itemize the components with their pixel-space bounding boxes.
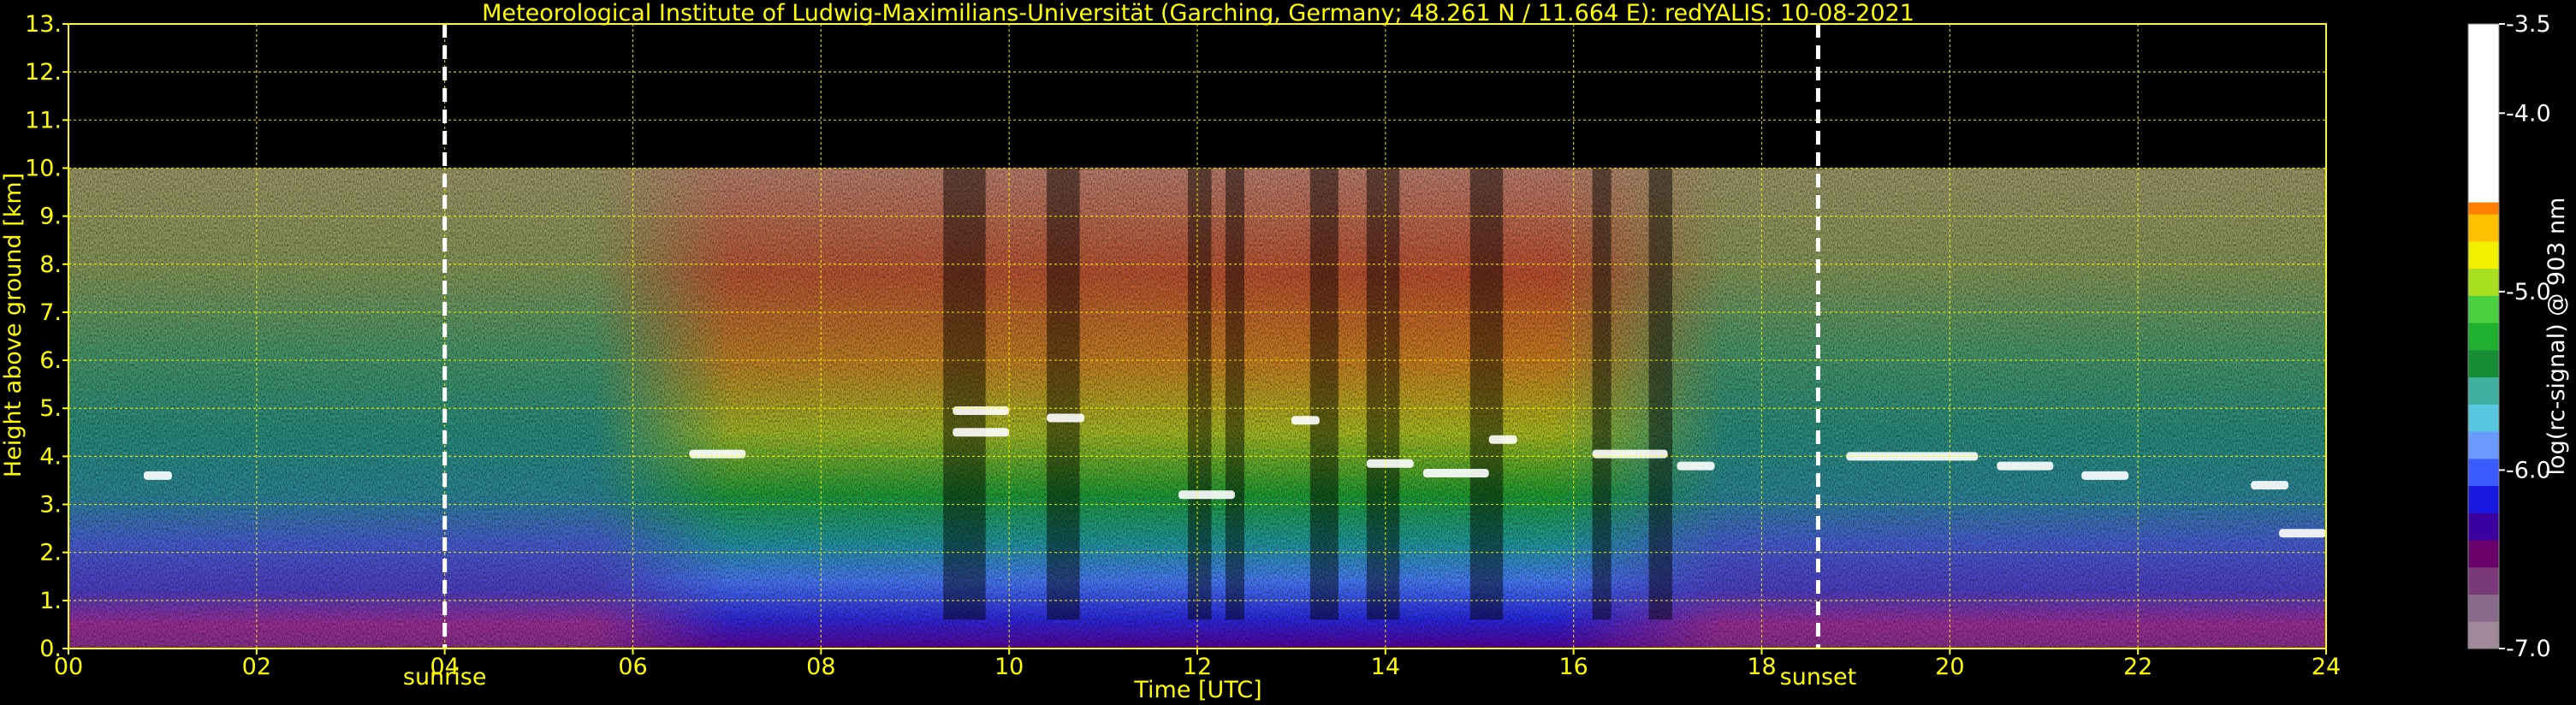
x-tick-label: 12 (1183, 654, 1212, 680)
y-tick-label: 7. (39, 299, 62, 326)
cloud-layer (1366, 459, 1414, 468)
cloud-layer (143, 471, 172, 480)
cloud-layer (1488, 435, 1517, 444)
x-tick-label: 22 (2123, 654, 2152, 680)
cloud-layer (953, 406, 1010, 416)
colorbar-swatch (2468, 512, 2499, 541)
x-tick-label: 02 (242, 654, 271, 680)
y-axis-ticks: 0. 1. 2. 3. 4. 5. 6. 7. 8. 9. 10. 11. 12. 13. (25, 11, 68, 662)
colorbar: -3.5 -4.0 -5.0 -6.0 -7.0 log(rc-signal) @ 90… (2467, 11, 2570, 662)
colorbar-swatch (2468, 621, 2499, 649)
y-tick-label: 6. (39, 347, 62, 374)
sunrise-label: sunrise (403, 664, 487, 690)
y-tick-label: 0. (39, 636, 62, 662)
x-tick-label: 18 (1747, 654, 1776, 680)
sun-markers: sunrise sunset (403, 24, 1856, 690)
colorbar-swatch (2468, 323, 2499, 351)
x-tick-label: 16 (1558, 654, 1588, 680)
y-tick-label: 4. (39, 443, 62, 470)
colorbar-tick-label: -3.5 (2506, 11, 2551, 38)
y-tick-label: 13. (25, 11, 62, 38)
x-tick-label: 00 (54, 654, 83, 680)
colorbar-tick-label: -5.0 (2506, 279, 2551, 305)
y-axis-label: Height above ground [km] (0, 173, 27, 477)
x-tick-label: 06 (618, 654, 647, 680)
colorbar-tick-label: -4.0 (2506, 100, 2551, 127)
colorbar-swatch (2468, 566, 2499, 595)
cloud-layer (1047, 413, 1085, 423)
colorbar-swatch (2468, 458, 2499, 487)
plot-area: sunrise sunset (68, 23, 2327, 690)
y-tick-label: 3. (39, 492, 62, 518)
colorbar-swatch (2468, 268, 2499, 296)
colorbar-frame (2467, 23, 2500, 649)
y-tick-label: 9. (39, 204, 62, 230)
sunset-label: sunset (1780, 664, 1857, 690)
y-tick-label: 5. (39, 395, 62, 422)
colorbar-tick-label: -7.0 (2506, 636, 2551, 662)
y-tick-label: 1. (39, 588, 62, 614)
y-tick-label: 10. (25, 155, 62, 181)
colorbar-swatch (2468, 376, 2499, 405)
cloud-layer (2081, 471, 2129, 480)
colorbar-swatches (2468, 24, 2499, 649)
x-tick-label: 14 (1371, 654, 1400, 680)
cloud-layer (689, 449, 746, 459)
colorbar-tick-label: -6.0 (2506, 457, 2551, 483)
colorbar-swatch (2468, 594, 2499, 622)
cloud-layer (2279, 529, 2326, 538)
y-tick-label: 11. (25, 107, 62, 133)
colorbar-swatch (2468, 214, 2499, 242)
cloud-layer (1997, 461, 2054, 471)
x-axis-label: Time [UTC] (1133, 677, 1261, 703)
colorbar-swatch (2468, 295, 2499, 323)
grid-lines (68, 23, 2327, 649)
colorbar-swatch (2468, 431, 2499, 459)
colorbar-swatch (2468, 485, 2499, 513)
x-tick-label: 04 (430, 654, 459, 680)
colorbar-ticks: -3.5 -4.0 -5.0 -6.0 -7.0 (2499, 11, 2551, 662)
colorbar-swatch (2468, 404, 2499, 432)
colorbar-swatch (2468, 240, 2499, 270)
cloud-layer (1178, 490, 1235, 500)
colorbar-swatch (2468, 540, 2499, 568)
x-axis-ticks: 00 02 04 06 08 10 12 14 16 18 20 22 24 (54, 649, 2341, 680)
y-tick-label: 12. (25, 59, 62, 86)
y-tick-label: 8. (39, 252, 62, 278)
cloud-layer (2251, 481, 2289, 490)
x-tick-label: 10 (994, 654, 1024, 680)
y-tick-label: 2. (39, 540, 62, 566)
x-tick-label: 08 (806, 654, 835, 680)
colorbar-swatch (2468, 349, 2499, 378)
cloud-layer (1422, 469, 1489, 478)
x-tick-label: 20 (1935, 654, 1964, 680)
axes: 00 02 04 06 08 10 12 14 16 18 20 22 24 0. 1. 2. 3. 4. 5. 6… (25, 11, 2341, 680)
cloud-layer (1592, 449, 1668, 459)
cloud-layer (1291, 416, 1320, 425)
cloud-layer (953, 428, 1010, 437)
cloud-layer (1677, 461, 1715, 471)
chart-title: Meteorological Institute of Ludwig-Maxim… (482, 0, 1914, 27)
x-tick-label: 24 (2312, 654, 2341, 680)
colorbar-swatch-top (2468, 24, 2499, 203)
colorbar-label: log(rc-signal) @ 903 nm (2543, 198, 2570, 476)
